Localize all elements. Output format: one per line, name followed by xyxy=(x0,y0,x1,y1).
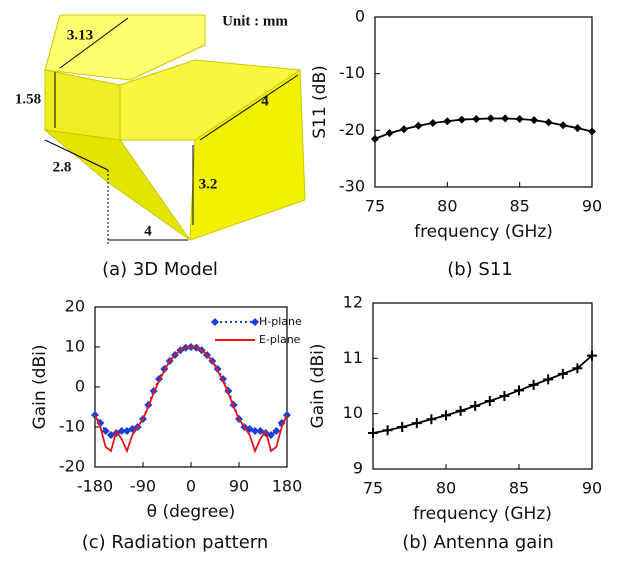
y-tick-label: 20 xyxy=(65,297,85,316)
model-face xyxy=(45,130,190,240)
x-tick-label: 0 xyxy=(186,477,196,496)
dimension-label: 4 xyxy=(144,223,152,239)
x-tick-label: 90 xyxy=(582,479,602,498)
y-tick-label: -20 xyxy=(59,457,85,476)
model-drawing: Unit : mm 3.13 1.58 2.8 4 3.2 4 xyxy=(15,13,305,245)
dimension-label: 2.8 xyxy=(53,159,72,175)
marker xyxy=(574,124,582,132)
x-axis-label: frequency (GHz) xyxy=(414,222,553,242)
x-tick-label: 85 xyxy=(509,479,529,498)
series-line xyxy=(95,347,287,435)
marker xyxy=(485,396,495,406)
y-tick-label: -10 xyxy=(59,417,85,436)
x-tick-label: 80 xyxy=(437,197,457,216)
caption: (b) Antenna gain xyxy=(402,532,553,553)
marker xyxy=(414,122,422,130)
y-tick-label: 12 xyxy=(343,293,363,312)
marker xyxy=(558,369,568,379)
series-line xyxy=(95,347,287,451)
caption: (b) S11 xyxy=(447,259,513,280)
y-axis-label: Gain (dBi) xyxy=(30,345,50,430)
marker xyxy=(441,410,451,420)
plot-frame xyxy=(373,303,592,469)
y-tick-label: -20 xyxy=(339,120,365,139)
marker xyxy=(559,121,567,129)
x-tick-label: 75 xyxy=(365,197,385,216)
x-tick-label: -180 xyxy=(77,477,113,496)
x-tick-label: 75 xyxy=(363,479,383,498)
marker xyxy=(426,414,436,424)
dimension-label: 1.58 xyxy=(15,91,41,107)
y-tick-label: -10 xyxy=(339,63,365,82)
marker xyxy=(514,385,524,395)
marker xyxy=(529,380,539,390)
plot-frame xyxy=(375,17,592,187)
marker xyxy=(251,318,259,326)
y-tick-label: 0 xyxy=(355,7,365,26)
marker xyxy=(456,406,466,416)
marker xyxy=(368,428,378,438)
marker xyxy=(385,129,393,137)
marker xyxy=(516,115,524,123)
y-tick-label: 10 xyxy=(343,403,363,422)
x-axis-label: frequency (GHz) xyxy=(413,504,552,524)
legend-label: H-plane xyxy=(259,315,302,328)
legend-label: E-plane xyxy=(259,333,301,346)
marker xyxy=(429,119,437,127)
x-tick-label: 85 xyxy=(509,197,529,216)
model-face xyxy=(45,70,120,140)
dimension-label: 3.13 xyxy=(67,27,93,43)
x-tick-label: 180 xyxy=(272,477,303,496)
marker xyxy=(400,125,408,133)
marker xyxy=(412,418,422,428)
x-tick-label: 90 xyxy=(582,197,602,216)
y-axis-label: Gain (dBi) xyxy=(308,344,328,429)
marker xyxy=(530,116,538,124)
marker xyxy=(543,374,553,384)
marker xyxy=(383,425,393,435)
x-axis-label: θ (degree) xyxy=(147,502,236,522)
y-tick-label: 10 xyxy=(65,337,85,356)
marker xyxy=(499,391,509,401)
marker xyxy=(501,114,509,122)
series-line xyxy=(375,118,592,138)
unit-label: Unit : mm xyxy=(222,13,288,29)
dimension-label: 4 xyxy=(261,93,269,109)
caption: (c) Radiation pattern xyxy=(82,532,269,553)
marker xyxy=(470,401,480,411)
x-tick-label: -90 xyxy=(130,477,156,496)
marker xyxy=(211,318,219,326)
marker xyxy=(472,115,480,123)
x-tick-label: 90 xyxy=(229,477,249,496)
marker xyxy=(443,117,451,125)
marker xyxy=(397,422,407,432)
y-axis-label: S11 (dB) xyxy=(310,65,330,139)
series-line xyxy=(373,356,592,433)
marker xyxy=(545,118,553,126)
marker xyxy=(458,116,466,124)
dimension-label: 3.2 xyxy=(199,176,218,192)
y-tick-label: 11 xyxy=(343,348,363,367)
figure: Unit : mm 3.13 1.58 2.8 4 3.2 4 (a) 3D M… xyxy=(0,0,619,574)
marker xyxy=(371,135,379,143)
x-tick-label: 80 xyxy=(436,479,456,498)
y-tick-label: 0 xyxy=(75,377,85,396)
caption: (a) 3D Model xyxy=(102,259,218,280)
marker xyxy=(487,114,495,122)
marker xyxy=(588,127,596,135)
y-tick-label: -30 xyxy=(339,177,365,196)
y-tick-label: 9 xyxy=(353,459,363,478)
